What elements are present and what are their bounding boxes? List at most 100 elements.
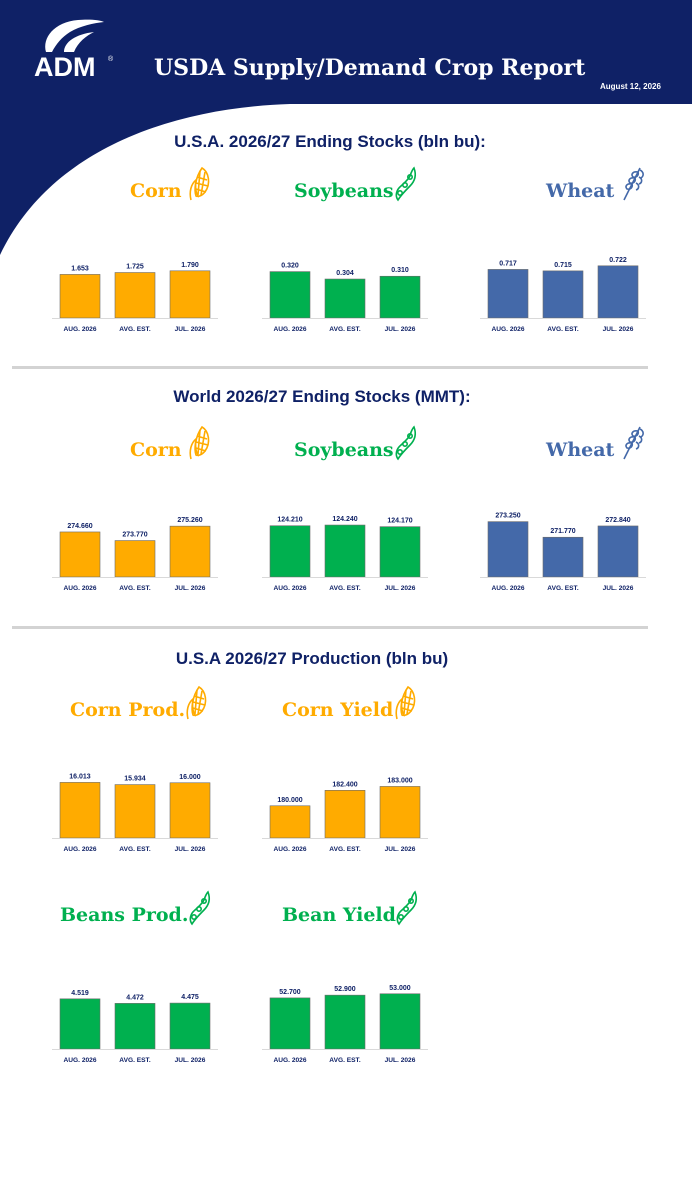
category-label: JUL. 2026 [385, 326, 416, 333]
bar [597, 525, 639, 578]
bar-value-label: 0.722 [609, 257, 627, 264]
chart-label-corn-yield: Corn Yield [282, 699, 394, 721]
bar-value-label: 124.210 [277, 517, 302, 524]
bar [114, 1003, 156, 1050]
bar [324, 790, 366, 839]
category-label: AVG. EST. [329, 326, 361, 333]
corn-icon [395, 685, 416, 720]
chart-label-us-wheat: Wheat [546, 180, 615, 202]
bar [542, 536, 584, 578]
bar-value-label: 52.700 [279, 989, 301, 996]
category-label: AVG. EST. [547, 585, 579, 592]
category-label: AVG. EST. [119, 846, 151, 853]
bar [269, 805, 311, 839]
bar [59, 274, 101, 319]
bar [169, 782, 211, 839]
section-title-world-ending-stocks: World 2026/27 Ending Stocks (MMT): [173, 387, 471, 406]
category-label: AUG. 2026 [64, 1057, 97, 1064]
chart-bean-yield: 52.700 AUG. 2026 52.900 AVG. EST. 53.000 JUL.… [262, 985, 428, 1064]
chart-us-soybeans: 0.320 AUG. 2026 0.304 AVG. EST. 0.310 JUL. 20… [262, 263, 428, 333]
bar [169, 270, 211, 319]
adm-logo-mark [45, 19, 104, 52]
chart-world-soybeans: 124.210 AUG. 2026 124.240 AVG. EST. 124.170 J… [262, 516, 428, 592]
bar-value-label: 275.260 [177, 517, 202, 524]
bar [114, 784, 156, 839]
page-title: USDA Supply/Demand Crop Report [154, 55, 586, 81]
section-divider [12, 366, 648, 369]
category-label: JUL. 2026 [385, 585, 416, 592]
category-label: JUL. 2026 [175, 326, 206, 333]
bar-value-label: 273.250 [495, 513, 520, 520]
category-label: AUG. 2026 [492, 585, 525, 592]
bar [597, 265, 639, 319]
chart-us-corn: 1.653 AUG. 2026 1.725 AVG. EST. 1.790 JUL. 20… [52, 262, 218, 333]
category-label: AVG. EST. [119, 585, 151, 592]
category-label: AUG. 2026 [64, 326, 97, 333]
bar [269, 525, 311, 578]
report-date: August 12, 2026 [600, 82, 661, 91]
bar [379, 526, 421, 578]
bar-value-label: 16.000 [179, 774, 201, 781]
bar [169, 1002, 211, 1050]
bar-value-label: 273.770 [122, 532, 147, 539]
category-label: AVG. EST. [119, 326, 151, 333]
bar-value-label: 15.934 [124, 776, 146, 783]
adm-registered-mark: ® [108, 56, 114, 63]
chart-world-wheat: 273.250 AUG. 2026 271.770 AVG. EST. 272.840 J… [480, 513, 646, 592]
bar [487, 521, 529, 578]
chart-us-wheat: 0.717 AUG. 2026 0.715 AVG. EST. 0.722 JUL. 20… [480, 257, 646, 333]
category-label: JUL. 2026 [603, 326, 634, 333]
section-title-us-ending-stocks: U.S.A. 2026/27 Ending Stocks (bln bu): [174, 132, 486, 151]
bar [169, 525, 211, 578]
soybean-icon [396, 890, 418, 926]
category-label: AVG. EST. [119, 1057, 151, 1064]
chart-label-us-corn: Corn [130, 180, 182, 202]
section-divider [12, 626, 648, 629]
chart-label-beans-prod: Beans Prod. [60, 904, 189, 926]
adm-logo: ADM ® [34, 16, 116, 82]
bar [379, 786, 421, 839]
category-label: AUG. 2026 [64, 585, 97, 592]
category-label: AUG. 2026 [274, 1057, 307, 1064]
chart-label-corn-prod: Corn Prod. [70, 699, 186, 721]
category-label: AVG. EST. [329, 846, 361, 853]
bar-value-label: 4.519 [71, 990, 89, 997]
bar [114, 540, 156, 578]
category-label: JUL. 2026 [385, 1057, 416, 1064]
wheat-icon [623, 167, 644, 201]
category-label: AVG. EST. [329, 585, 361, 592]
bar-value-label: 180.000 [277, 797, 302, 804]
bar [324, 994, 366, 1050]
soybean-icon [189, 890, 211, 926]
bar-value-label: 16.013 [69, 773, 91, 780]
header-background [0, 0, 692, 255]
adm-logo-text: ADM [34, 52, 96, 82]
bar-value-label: 4.475 [181, 994, 199, 1001]
header-banner [0, 0, 692, 255]
bar-value-label: 53.000 [389, 985, 411, 992]
chart-label-world-corn: Corn [130, 439, 182, 461]
bar-value-label: 271.770 [550, 528, 575, 535]
bar-value-label: 0.310 [391, 267, 409, 274]
bar-value-label: 274.660 [67, 523, 92, 530]
corn-icon [186, 685, 207, 720]
soybean-icon [395, 166, 417, 202]
bar [324, 278, 366, 319]
bar-value-label: 0.320 [281, 263, 299, 270]
bar-value-label: 0.304 [336, 270, 354, 277]
category-label: AVG. EST. [329, 1057, 361, 1064]
bar [269, 271, 311, 319]
bar-value-label: 124.240 [332, 516, 357, 523]
category-label: AUG. 2026 [274, 326, 307, 333]
bar [59, 998, 101, 1050]
bar-value-label: 1.790 [181, 262, 199, 269]
bar [114, 272, 156, 319]
chart-label-us-soybeans: Soybeans [294, 180, 394, 202]
category-label: AVG. EST. [547, 326, 579, 333]
chart-world-corn: 274.660 AUG. 2026 273.770 AVG. EST. 275.260 J… [52, 517, 218, 592]
bar [59, 782, 101, 839]
soybean-icon [395, 425, 417, 461]
bar-value-label: 0.717 [499, 260, 517, 267]
bar [59, 531, 101, 578]
bar-value-label: 182.400 [332, 781, 357, 788]
